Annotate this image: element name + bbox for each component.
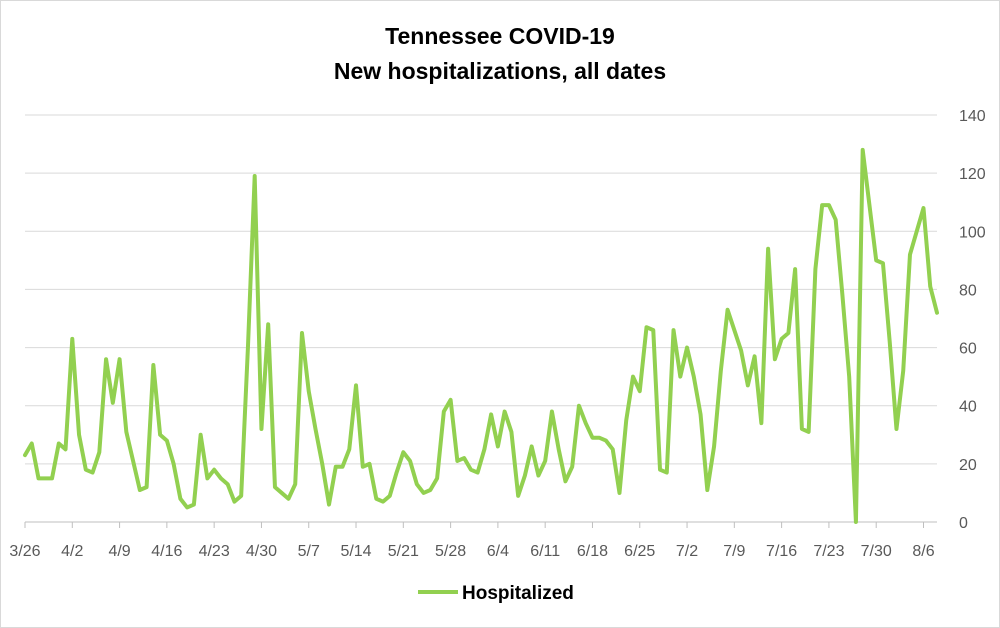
x-tick-label-4-16: 4/16 (151, 543, 182, 560)
x-tick-label-3-26: 3/26 (9, 543, 40, 560)
x-tick-label-4-23: 4/23 (199, 543, 230, 560)
y-tick-label-20: 20 (959, 457, 977, 474)
y-axis-tick-labels: 0 20 40 60 80 100 120 140 (959, 108, 986, 532)
x-tick-label-6-4: 6/4 (487, 543, 509, 560)
y-tick-label-40: 40 (959, 399, 977, 416)
series-lines (23, 147, 939, 524)
x-tick-label-6-25: 6/25 (624, 543, 655, 560)
x-tick-label-7-16: 7/16 (766, 543, 797, 560)
x-tick-label-5-14: 5/14 (340, 543, 371, 560)
y-tick-label-100: 100 (959, 224, 986, 241)
x-tick-label-6-11: 6/11 (530, 543, 560, 560)
y-tick-label-120: 120 (959, 166, 986, 183)
x-axis: 3/26 4/2 4/9 4/16 4/23 4/30 5/7 5/14 5/21 5/28 6/4… (9, 521, 937, 560)
x-tick-label-7-23: 7/23 (813, 543, 844, 560)
legend-label-hospitalized: Hospitalized (462, 583, 574, 604)
x-tick-label-6-18: 6/18 (577, 543, 608, 560)
y-tick-label-140: 140 (959, 108, 986, 125)
chart-title: Tennessee COVID-19 (385, 23, 615, 49)
chart-subtitle: New hospitalizations, all dates (334, 58, 666, 84)
gridlines (25, 114, 937, 465)
x-tick-label-4-2: 4/2 (61, 543, 83, 560)
x-tick-label-4-30: 4/30 (246, 543, 277, 560)
x-tick-label-7-30: 7/30 (861, 543, 892, 560)
x-tick-label-8-6: 8/6 (912, 543, 934, 560)
y-tick-label-0: 0 (959, 515, 968, 532)
y-tick-label-80: 80 (959, 282, 977, 299)
x-tick-label-5-28: 5/28 (435, 543, 466, 560)
series-line-hospitalized (23, 147, 939, 524)
legend: Hospitalized (418, 583, 574, 604)
x-tick-label-4-9: 4/9 (108, 543, 130, 560)
x-tick-label-7-2: 7/2 (676, 543, 698, 560)
x-tick-label-5-7: 5/7 (298, 543, 320, 560)
x-tick-label-5-21: 5/21 (388, 543, 419, 560)
y-tick-label-60: 60 (959, 341, 977, 358)
x-tick-label-7-9: 7/9 (723, 543, 745, 560)
